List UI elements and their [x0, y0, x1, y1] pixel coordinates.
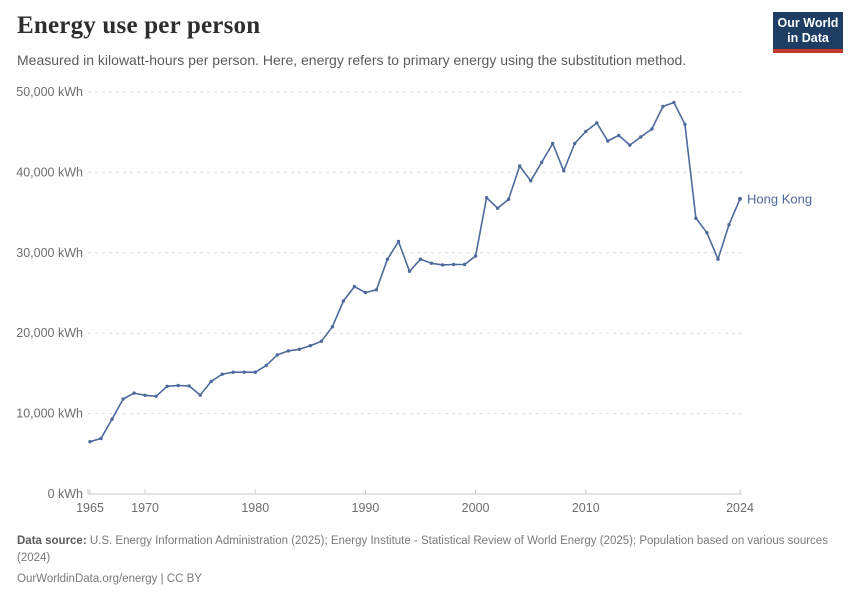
data-source-label: Data source:	[17, 535, 87, 547]
data-point[interactable]	[275, 353, 279, 357]
data-point[interactable]	[121, 397, 125, 401]
owid-logo[interactable]: Our World in Data	[773, 12, 843, 53]
x-tick-label: 1980	[241, 501, 269, 515]
data-point[interactable]	[628, 143, 632, 147]
page-title: Energy use per person	[17, 12, 261, 39]
hong-kong-line[interactable]	[89, 101, 741, 443]
data-point[interactable]	[738, 196, 742, 201]
data-point[interactable]	[584, 129, 588, 134]
data-point[interactable]	[187, 384, 191, 388]
data-point[interactable]	[396, 239, 401, 244]
data-point[interactable]	[672, 100, 676, 105]
data-point-markers[interactable]	[88, 100, 742, 444]
data-point[interactable]	[352, 284, 357, 289]
data-point[interactable]	[540, 160, 544, 164]
y-tick-label: 10,000 kWh	[16, 407, 83, 421]
footer-citation-link[interactable]: OurWorldinData.org/energy | CC BY	[17, 573, 202, 586]
data-point[interactable]	[705, 231, 709, 235]
data-point[interactable]	[716, 257, 720, 261]
x-tick-label: 2010	[572, 501, 600, 515]
y-tick-label: 30,000 kWh	[16, 246, 83, 260]
data-point[interactable]	[110, 417, 114, 421]
data-point[interactable]	[473, 254, 478, 258]
data-point[interactable]	[297, 347, 301, 351]
y-tick-label: 20,000 kWh	[16, 326, 83, 340]
data-point[interactable]	[132, 391, 136, 395]
x-tick-label: 1970	[131, 501, 159, 515]
data-point[interactable]	[308, 344, 312, 348]
y-tick-label: 40,000 kWh	[16, 165, 83, 179]
data-point[interactable]	[484, 196, 489, 200]
data-point[interactable]	[650, 127, 654, 131]
data-point[interactable]	[639, 135, 643, 139]
data-point[interactable]	[518, 164, 522, 168]
owid-logo-line1: Our World	[777, 16, 839, 30]
data-point[interactable]	[595, 121, 599, 125]
data-point[interactable]	[198, 393, 202, 397]
chart-subtitle: Measured in kilowatt-hours per person. H…	[17, 52, 687, 68]
x-axis	[87, 489, 742, 495]
data-source-line: Data source: U.S. Energy Information Adm…	[17, 533, 829, 566]
data-point[interactable]	[727, 223, 731, 227]
gridlines	[88, 91, 742, 415]
data-point[interactable]	[661, 104, 665, 109]
x-tick-label: 2024	[726, 501, 754, 515]
data-source-text: U.S. Energy Information Administration (…	[17, 535, 828, 564]
series-path[interactable]	[89, 101, 741, 443]
x-tick-label: 1965	[76, 501, 104, 515]
x-axis-labels: 1965 1970 1980 1990 2000 2010 2024	[76, 501, 754, 515]
data-point[interactable]	[330, 325, 335, 329]
data-point[interactable]	[143, 393, 147, 397]
data-point[interactable]	[88, 440, 92, 444]
data-point[interactable]	[451, 262, 456, 267]
data-point[interactable]	[385, 257, 390, 261]
data-point[interactable]	[209, 379, 213, 384]
data-point[interactable]	[341, 299, 346, 303]
footer: Data source: U.S. Energy Information Adm…	[17, 533, 829, 588]
data-point[interactable]	[617, 133, 621, 138]
data-point[interactable]	[363, 290, 368, 295]
data-point[interactable]	[495, 206, 500, 210]
data-point[interactable]	[242, 370, 246, 374]
x-tick-label: 1990	[352, 501, 380, 515]
entity-label-group[interactable]: Hong Kong	[747, 191, 812, 206]
data-point[interactable]	[154, 394, 158, 398]
y-tick-label: 50,000 kWh	[16, 85, 83, 99]
data-point[interactable]	[694, 216, 698, 220]
x-tick-label: 2000	[462, 501, 490, 515]
data-point[interactable]	[606, 139, 610, 143]
data-point[interactable]	[220, 372, 224, 376]
data-point[interactable]	[407, 269, 412, 273]
owid-logo-line2: in Data	[787, 31, 829, 45]
data-point[interactable]	[165, 384, 169, 388]
data-point[interactable]	[573, 141, 577, 146]
data-point[interactable]	[529, 179, 533, 183]
data-point[interactable]	[429, 261, 434, 265]
data-point[interactable]	[551, 141, 555, 146]
data-point[interactable]	[462, 262, 467, 267]
data-point[interactable]	[264, 363, 268, 368]
data-point[interactable]	[319, 339, 324, 343]
entity-label[interactable]: Hong Kong	[747, 191, 812, 206]
data-point[interactable]	[99, 436, 103, 441]
data-point[interactable]	[440, 263, 445, 267]
y-axis-labels: 0 kWh 10,000 kWh 20,000 kWh 30,000 kWh 40,00…	[16, 85, 83, 501]
data-point[interactable]	[418, 257, 423, 261]
data-point[interactable]	[231, 370, 235, 374]
y-tick-label: 0 kWh	[48, 487, 83, 501]
data-point[interactable]	[506, 197, 511, 201]
data-point[interactable]	[176, 383, 180, 388]
data-point[interactable]	[683, 122, 687, 126]
data-point[interactable]	[253, 370, 257, 374]
data-point[interactable]	[562, 169, 566, 173]
data-point[interactable]	[286, 349, 290, 353]
data-point[interactable]	[374, 288, 379, 292]
